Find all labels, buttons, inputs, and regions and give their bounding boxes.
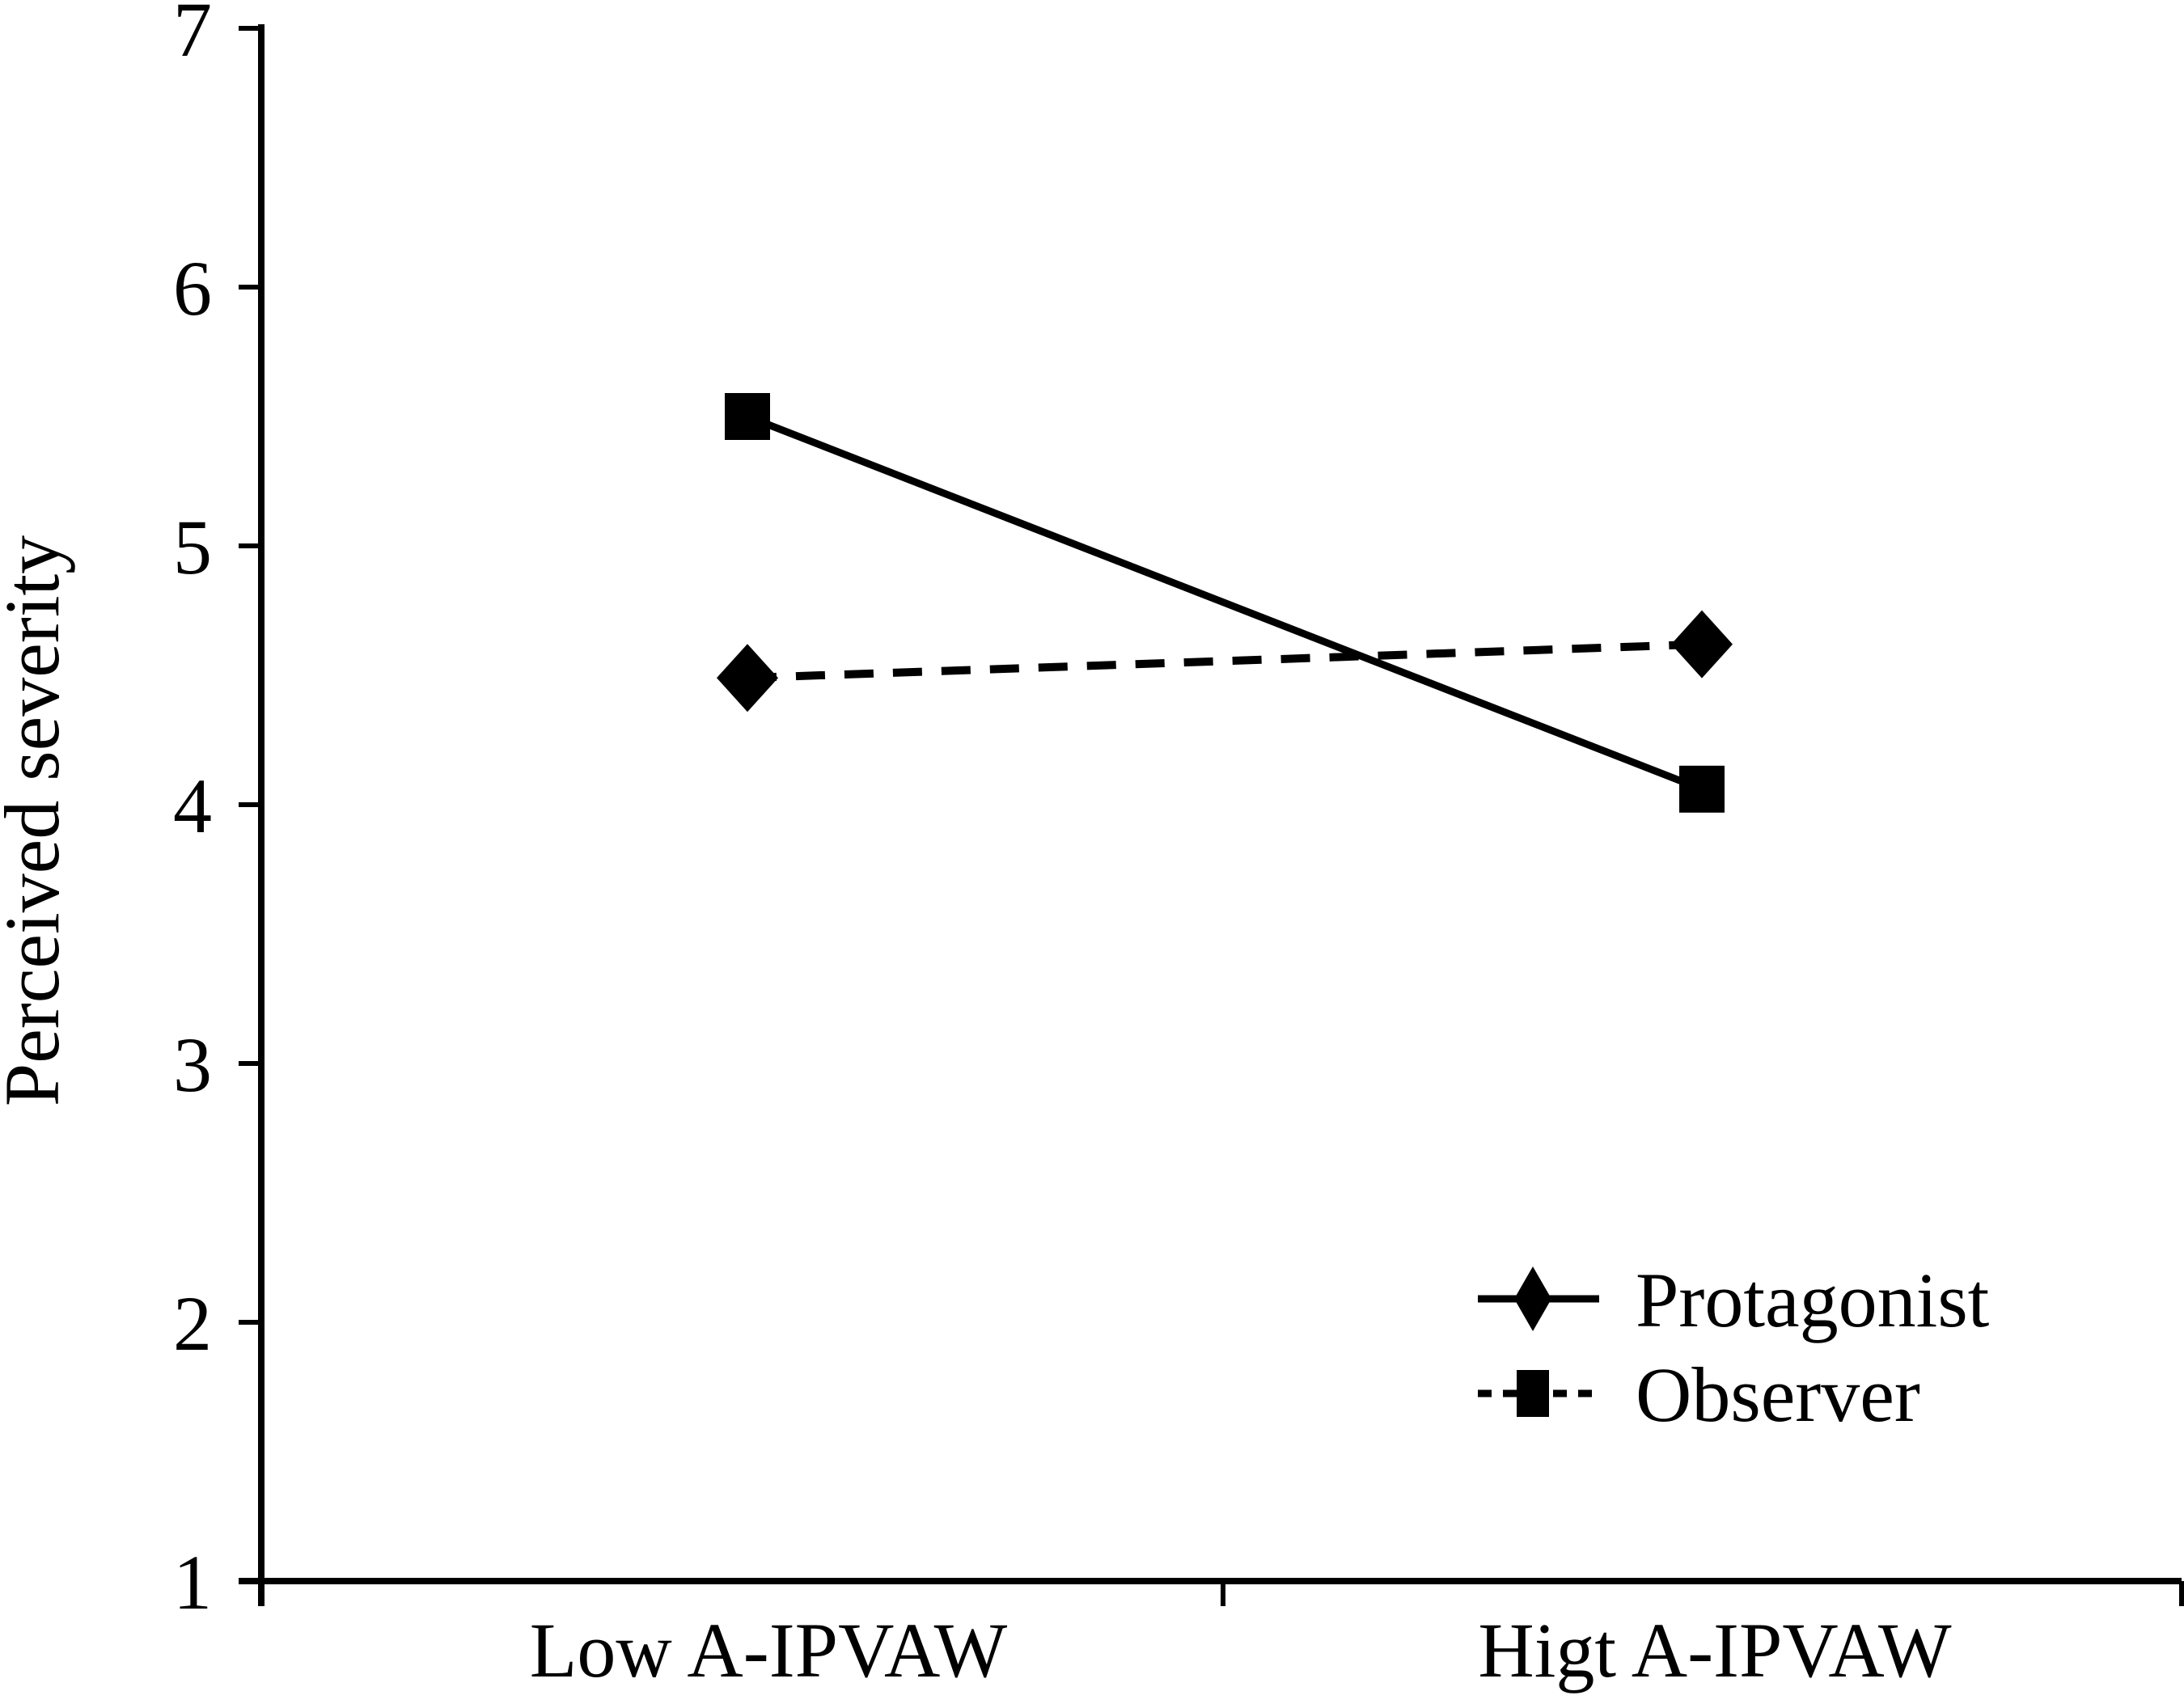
series-lines [746, 412, 1704, 793]
x-category-labels: Low A-IPVAW Higt A-IPVAW [530, 1607, 1952, 1693]
y-ticks [239, 26, 262, 1583]
legend-label: Observer [1636, 1351, 1920, 1438]
y-axis-title: Perceived severity [0, 535, 75, 1106]
legend-square-marker-icon [1517, 1370, 1549, 1417]
x-category-label: Low A-IPVAW [530, 1607, 1008, 1693]
solid-series-square-marker-icon [725, 393, 770, 440]
dashed-series-diamond-marker-icon [717, 644, 778, 712]
x-ticks [1221, 1581, 2184, 1606]
legend-label: Protagonist [1636, 1257, 1990, 1343]
solid-series-square-marker-icon [1679, 765, 1725, 813]
x-category-label: Higt A-IPVAW [1478, 1607, 1952, 1693]
y-tick-label: 3 [173, 1021, 212, 1108]
y-tick-label: 1 [173, 1539, 212, 1626]
legend-diamond-marker-icon [1514, 1266, 1551, 1331]
series-markers [717, 393, 1733, 813]
dashed-series-line [747, 640, 1703, 683]
y-tick-label: 4 [173, 763, 212, 849]
y-tick-label: 7 [173, 0, 212, 73]
solid-series-line [746, 412, 1704, 793]
dashed-series-diamond-marker-icon [1671, 610, 1733, 679]
y-tick-labels: 1 2 3 4 5 6 7 [173, 0, 212, 1626]
y-tick-label: 2 [173, 1280, 212, 1367]
y-tick-label: 5 [173, 504, 212, 590]
y-tick-label: 6 [173, 245, 212, 332]
